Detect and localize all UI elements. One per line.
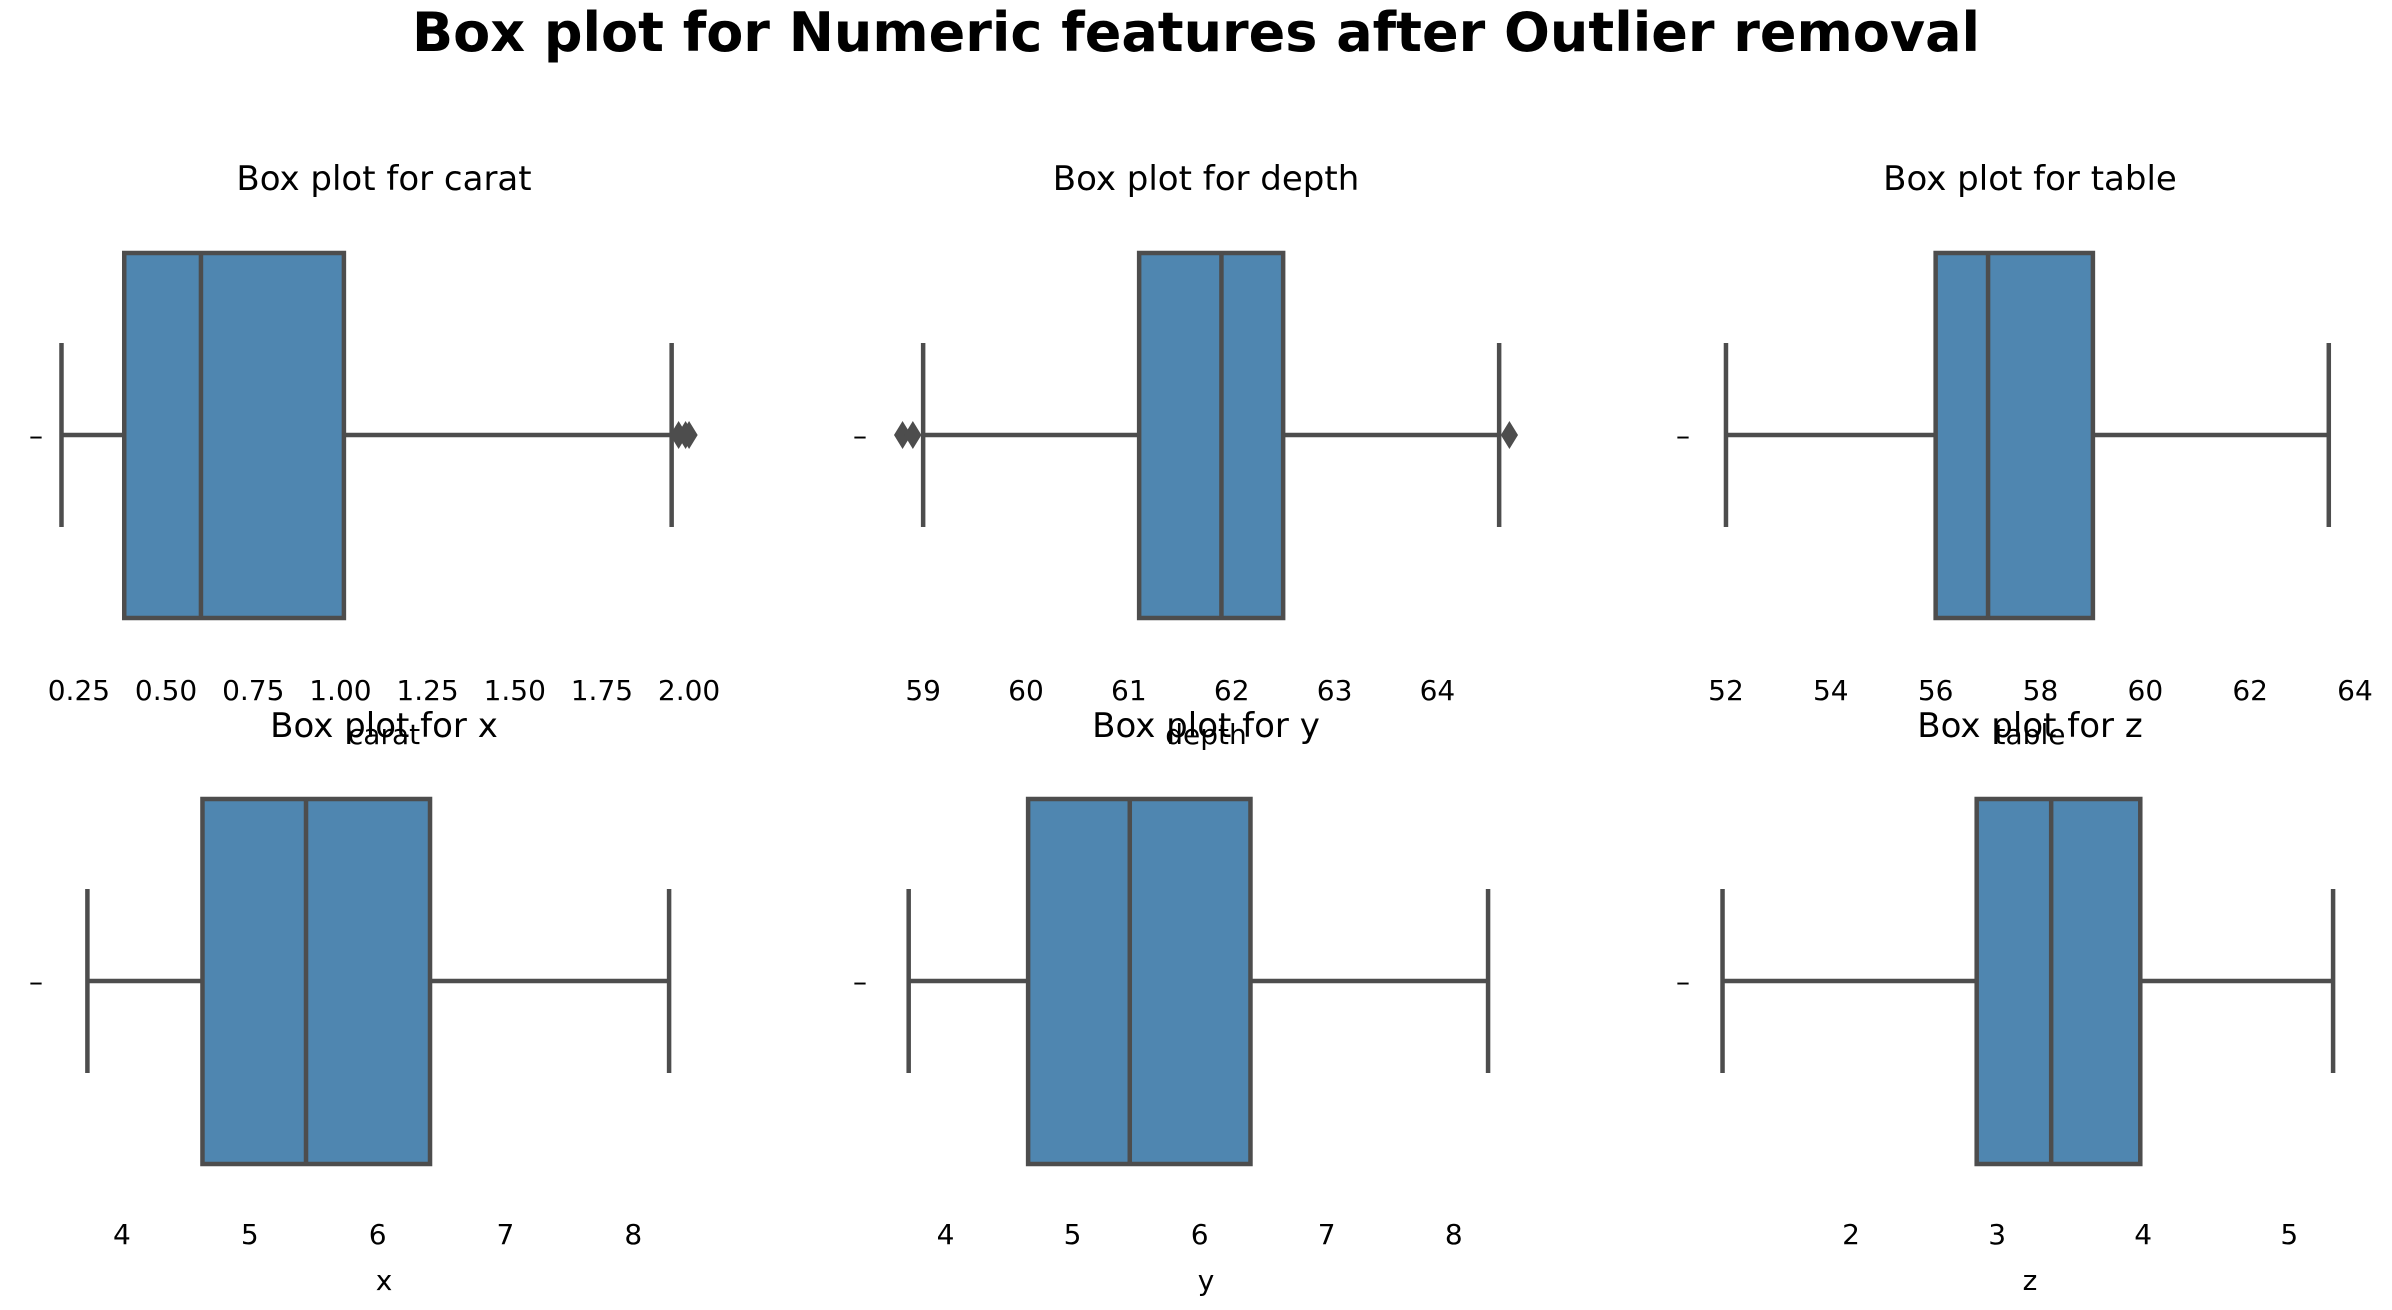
iqr-box xyxy=(121,250,347,621)
x-tick-label: 56 xyxy=(1918,674,1954,707)
x-tick-label: 0.50 xyxy=(135,674,197,707)
figure-title: Box plot for Numeric features after Outl… xyxy=(411,1,1981,64)
subplot-depth: Box plot for depth – 59 60 61 62 63 64 depth xyxy=(853,159,1519,751)
x-tick-label: 1.25 xyxy=(396,674,458,707)
x-tick-label: 4 xyxy=(113,1218,131,1251)
x-tick-label: 4 xyxy=(937,1218,955,1251)
x-tick-label: 60 xyxy=(1008,674,1044,707)
x-tick-label: 4 xyxy=(2134,1218,2152,1251)
y-tick-label: – xyxy=(853,419,867,452)
subplot-title: Box plot for x xyxy=(270,706,498,746)
subplot-x: Box plot for x – 4 5 6 7 8 x xyxy=(29,706,672,1297)
x-axis-label: table xyxy=(1995,718,2066,751)
x-tick-label: 3 xyxy=(1988,1218,2006,1251)
x-tick-label: 1.00 xyxy=(309,674,371,707)
y-tick-label: – xyxy=(1676,965,1690,998)
x-tick-label: 60 xyxy=(2128,674,2164,707)
x-tick-label: 1.50 xyxy=(484,674,546,707)
x-tick-label: 5 xyxy=(241,1218,259,1251)
x-axis-label: depth xyxy=(1165,718,1247,751)
x-tick-label: 5 xyxy=(2280,1218,2298,1251)
x-tick-label: 0.75 xyxy=(222,674,284,707)
x-tick-label: 6 xyxy=(1191,1218,1209,1251)
x-tick-label: 7 xyxy=(1318,1218,1336,1251)
iqr-box xyxy=(1933,250,2096,621)
iqr-box xyxy=(1025,796,1253,1167)
y-tick-label: – xyxy=(29,965,43,998)
x-tick-label: 63 xyxy=(1317,674,1353,707)
outlier-point xyxy=(1500,421,1519,449)
subplot-title: Box plot for y xyxy=(1092,706,1320,746)
outlier-point xyxy=(904,421,922,449)
y-tick-label: – xyxy=(29,419,43,452)
x-axis-label: x xyxy=(376,1264,393,1297)
x-tick-label: 2.00 xyxy=(658,674,720,707)
x-tick-label: 1.75 xyxy=(571,674,633,707)
x-tick-label: 6 xyxy=(369,1218,387,1251)
x-tick-label: 61 xyxy=(1111,674,1147,707)
iqr-box xyxy=(1136,250,1286,621)
x-tick-label: 59 xyxy=(905,674,941,707)
y-tick-label: – xyxy=(853,965,867,998)
x-tick-label: 54 xyxy=(1813,674,1849,707)
x-tick-label: 5 xyxy=(1064,1218,1082,1251)
subplot-title: Box plot for table xyxy=(1883,159,2177,199)
subplot-title: Box plot for carat xyxy=(236,159,531,199)
subplot-title: Box plot for z xyxy=(1917,706,2142,746)
x-tick-label: 8 xyxy=(1445,1218,1463,1251)
x-tick-label: 62 xyxy=(2232,674,2268,707)
iqr-box xyxy=(200,796,433,1167)
y-tick-label: – xyxy=(1676,419,1690,452)
x-tick-label: 52 xyxy=(1708,674,1744,707)
x-tick-label: 2 xyxy=(1842,1218,1860,1251)
x-tick-label: 7 xyxy=(497,1218,515,1251)
subplot-title: Box plot for depth xyxy=(1053,159,1360,199)
x-axis-label: carat xyxy=(348,718,420,751)
x-axis-label: y xyxy=(1198,1264,1215,1297)
x-tick-label: 0.25 xyxy=(48,674,110,707)
x-tick-label: 64 xyxy=(2337,674,2373,707)
subplot-carat: Box plot for carat – 0.25 0.50 0.75 1.00 1.25 1… xyxy=(29,159,720,751)
x-axis-label: z xyxy=(2023,1264,2038,1297)
x-tick-label: 64 xyxy=(1420,674,1456,707)
iqr-box xyxy=(1974,796,2143,1167)
subplot-y: Box plot for y – 4 5 6 7 8 y xyxy=(853,706,1491,1297)
x-tick-label: 58 xyxy=(2023,674,2059,707)
subplot-z: Box plot for z – 2 3 4 5 z xyxy=(1676,706,2336,1297)
x-tick-label: 62 xyxy=(1214,674,1250,707)
subplot-table: Box plot for table – 52 54 56 58 60 62 64 table xyxy=(1676,159,2373,751)
x-tick-label: 8 xyxy=(624,1218,642,1251)
outlier-point xyxy=(680,421,698,449)
